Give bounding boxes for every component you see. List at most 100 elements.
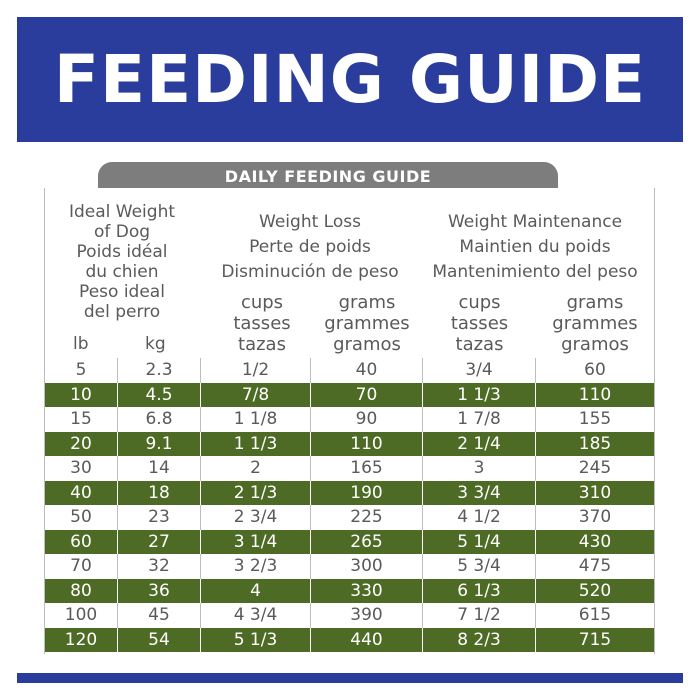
lb-cell: 20 [45,431,118,456]
table-row: 15 6.8 1 1/8 90 1 7/8 155 [45,407,654,432]
table-header: Ideal Weight of Dog Poids idéal du chien… [45,188,654,356]
table-row: 20 9.1 1 1/3 110 2 1/4 185 [45,431,654,456]
maint-cups-cell: 1 7/8 [423,407,536,432]
maint-cups-header: cups tasses tazas [423,292,536,355]
maint-grams-cell: 155 [578,409,612,430]
daily-feeding-guide-tab: DAILY FEEDING GUIDE [98,162,558,190]
loss-cups-cell: 2 [201,456,311,481]
feeding-guide-banner: FEEDING GUIDE [17,17,683,142]
lb-cell: 60 [45,529,118,554]
lb-cell: 15 [45,407,118,432]
loss-cups-cell: 2 1/3 [201,480,311,505]
kg-cell: 27 [118,529,201,554]
loss-cups-cell: 4 3/4 [201,603,311,628]
header-line: Weight Loss [259,212,361,232]
header-line: cups [458,292,501,313]
header-line: Ideal Weight [68,202,176,222]
maint-grams-cell: 310 [578,482,612,503]
loss-grams-cell: 90 [311,407,423,432]
header-line: tasses [233,313,291,334]
loss-grams-cell: 440 [311,627,423,652]
tab-label: DAILY FEEDING GUIDE [224,166,432,186]
loss-grams-cell: 110 [311,431,423,456]
maint-grams-cell: 430 [578,531,612,552]
weight-loss-header: Weight Loss Perte de poids Disminución d… [205,210,415,285]
weight-maintenance-header: Weight Maintenance Maintien du poids Man… [419,210,651,285]
kg-cell: 14 [118,456,201,481]
maint-cups-cell: 4 1/2 [423,505,536,530]
table-row: 120 54 5 1/3 440 8 2/3 715 [45,627,654,652]
table-body: 5 2.3 1/2 40 3/4 60 10 4.5 7/8 70 1 1/3 110 15 6.8 1 1… [45,358,654,652]
lb-cell: 120 [45,627,118,652]
header-line: cups [240,292,284,313]
header-line: del perro [83,302,161,322]
kg-cell: 4.5 [118,382,201,407]
maint-cups-cell: 1 1/3 [423,382,536,407]
maint-grams-cell: 245 [578,458,612,479]
kg-cell: 54 [118,627,201,652]
loss-cups-header: cups tasses tazas [207,292,317,355]
loss-grams-cell: 265 [311,529,423,554]
header-line: Maintien du poids [459,237,611,257]
maint-cups-cell: 6 1/3 [423,578,536,603]
table-row: 5 2.3 1/2 40 3/4 60 [45,358,654,383]
header-line: du chien [85,262,159,282]
header-line: gramos [561,334,629,355]
header-line: Peso ideal [79,282,165,302]
loss-cups-cell: 1 1/3 [201,431,311,456]
loss-cups-cell: 7/8 [201,382,311,407]
loss-cups-cell: 1 1/8 [201,407,311,432]
table-row: 40 18 2 1/3 190 3 3/4 310 [45,480,654,505]
lb-cell: 30 [45,456,118,481]
loss-cups-cell: 3 2/3 [201,554,311,579]
header-line: tasses [450,313,509,334]
header-line: grammes [552,313,638,334]
page-title: FEEDING GUIDE [53,40,647,118]
loss-grams-cell: 70 [311,382,423,407]
lb-cell: 100 [45,603,118,628]
loss-grams-cell: 225 [311,505,423,530]
maint-cups-cell: 7 1/2 [423,603,536,628]
lb-cell: 70 [45,554,118,579]
table-row: 70 32 3 2/3 300 5 3/4 475 [45,554,654,579]
loss-grams-cell: 40 [311,358,423,383]
header-line: grams [566,292,624,313]
loss-grams-cell: 390 [311,603,423,628]
header-line: grammes [324,313,410,334]
loss-grams-cell: 300 [311,554,423,579]
feeding-table: Ideal Weight of Dog Poids idéal du chien… [44,188,655,654]
table-row: 60 27 3 1/4 265 5 1/4 430 [45,529,654,554]
lb-cell: 40 [45,480,118,505]
lb-cell: 50 [45,505,118,530]
header-line: Perte de poids [249,237,371,257]
header-line: Poids idéal [76,242,168,262]
kg-cell: 18 [118,480,201,505]
maint-grams-cell: 520 [578,580,612,601]
lb-header: lb [73,334,89,354]
maint-cups-cell: 2 1/4 [423,431,536,456]
kg-cell: 23 [118,505,201,530]
maint-cups-cell: 3 3/4 [423,480,536,505]
kg-cell: 36 [118,578,201,603]
loss-cups-cell: 4 [201,578,311,603]
loss-cups-cell: 2 3/4 [201,505,311,530]
kg-cell: 2.3 [118,358,201,383]
table-row: 80 36 4 330 6 1/3 520 [45,578,654,603]
loss-grams-cell: 330 [311,578,423,603]
kg-cell: 9.1 [118,431,201,456]
maint-grams-header: grams grammes gramos [536,292,654,355]
maint-cups-cell: 3 [423,456,536,481]
lb-cell: 10 [45,382,118,407]
maint-cups-cell: 5 3/4 [423,554,536,579]
loss-cups-cell: 5 1/3 [201,627,311,652]
loss-grams-header: grams grammes gramos [311,292,423,355]
loss-cups-cell: 3 1/4 [201,529,311,554]
table-row: 30 14 2 165 3 245 [45,456,654,481]
header-line: tazas [455,334,504,355]
maint-cups-cell: 3/4 [423,358,536,383]
loss-grams-cell: 165 [311,456,423,481]
bottom-bar [17,673,683,683]
lb-cell: 5 [45,358,118,383]
header-line: Weight Maintenance [447,212,623,232]
kg-cell: 45 [118,603,201,628]
